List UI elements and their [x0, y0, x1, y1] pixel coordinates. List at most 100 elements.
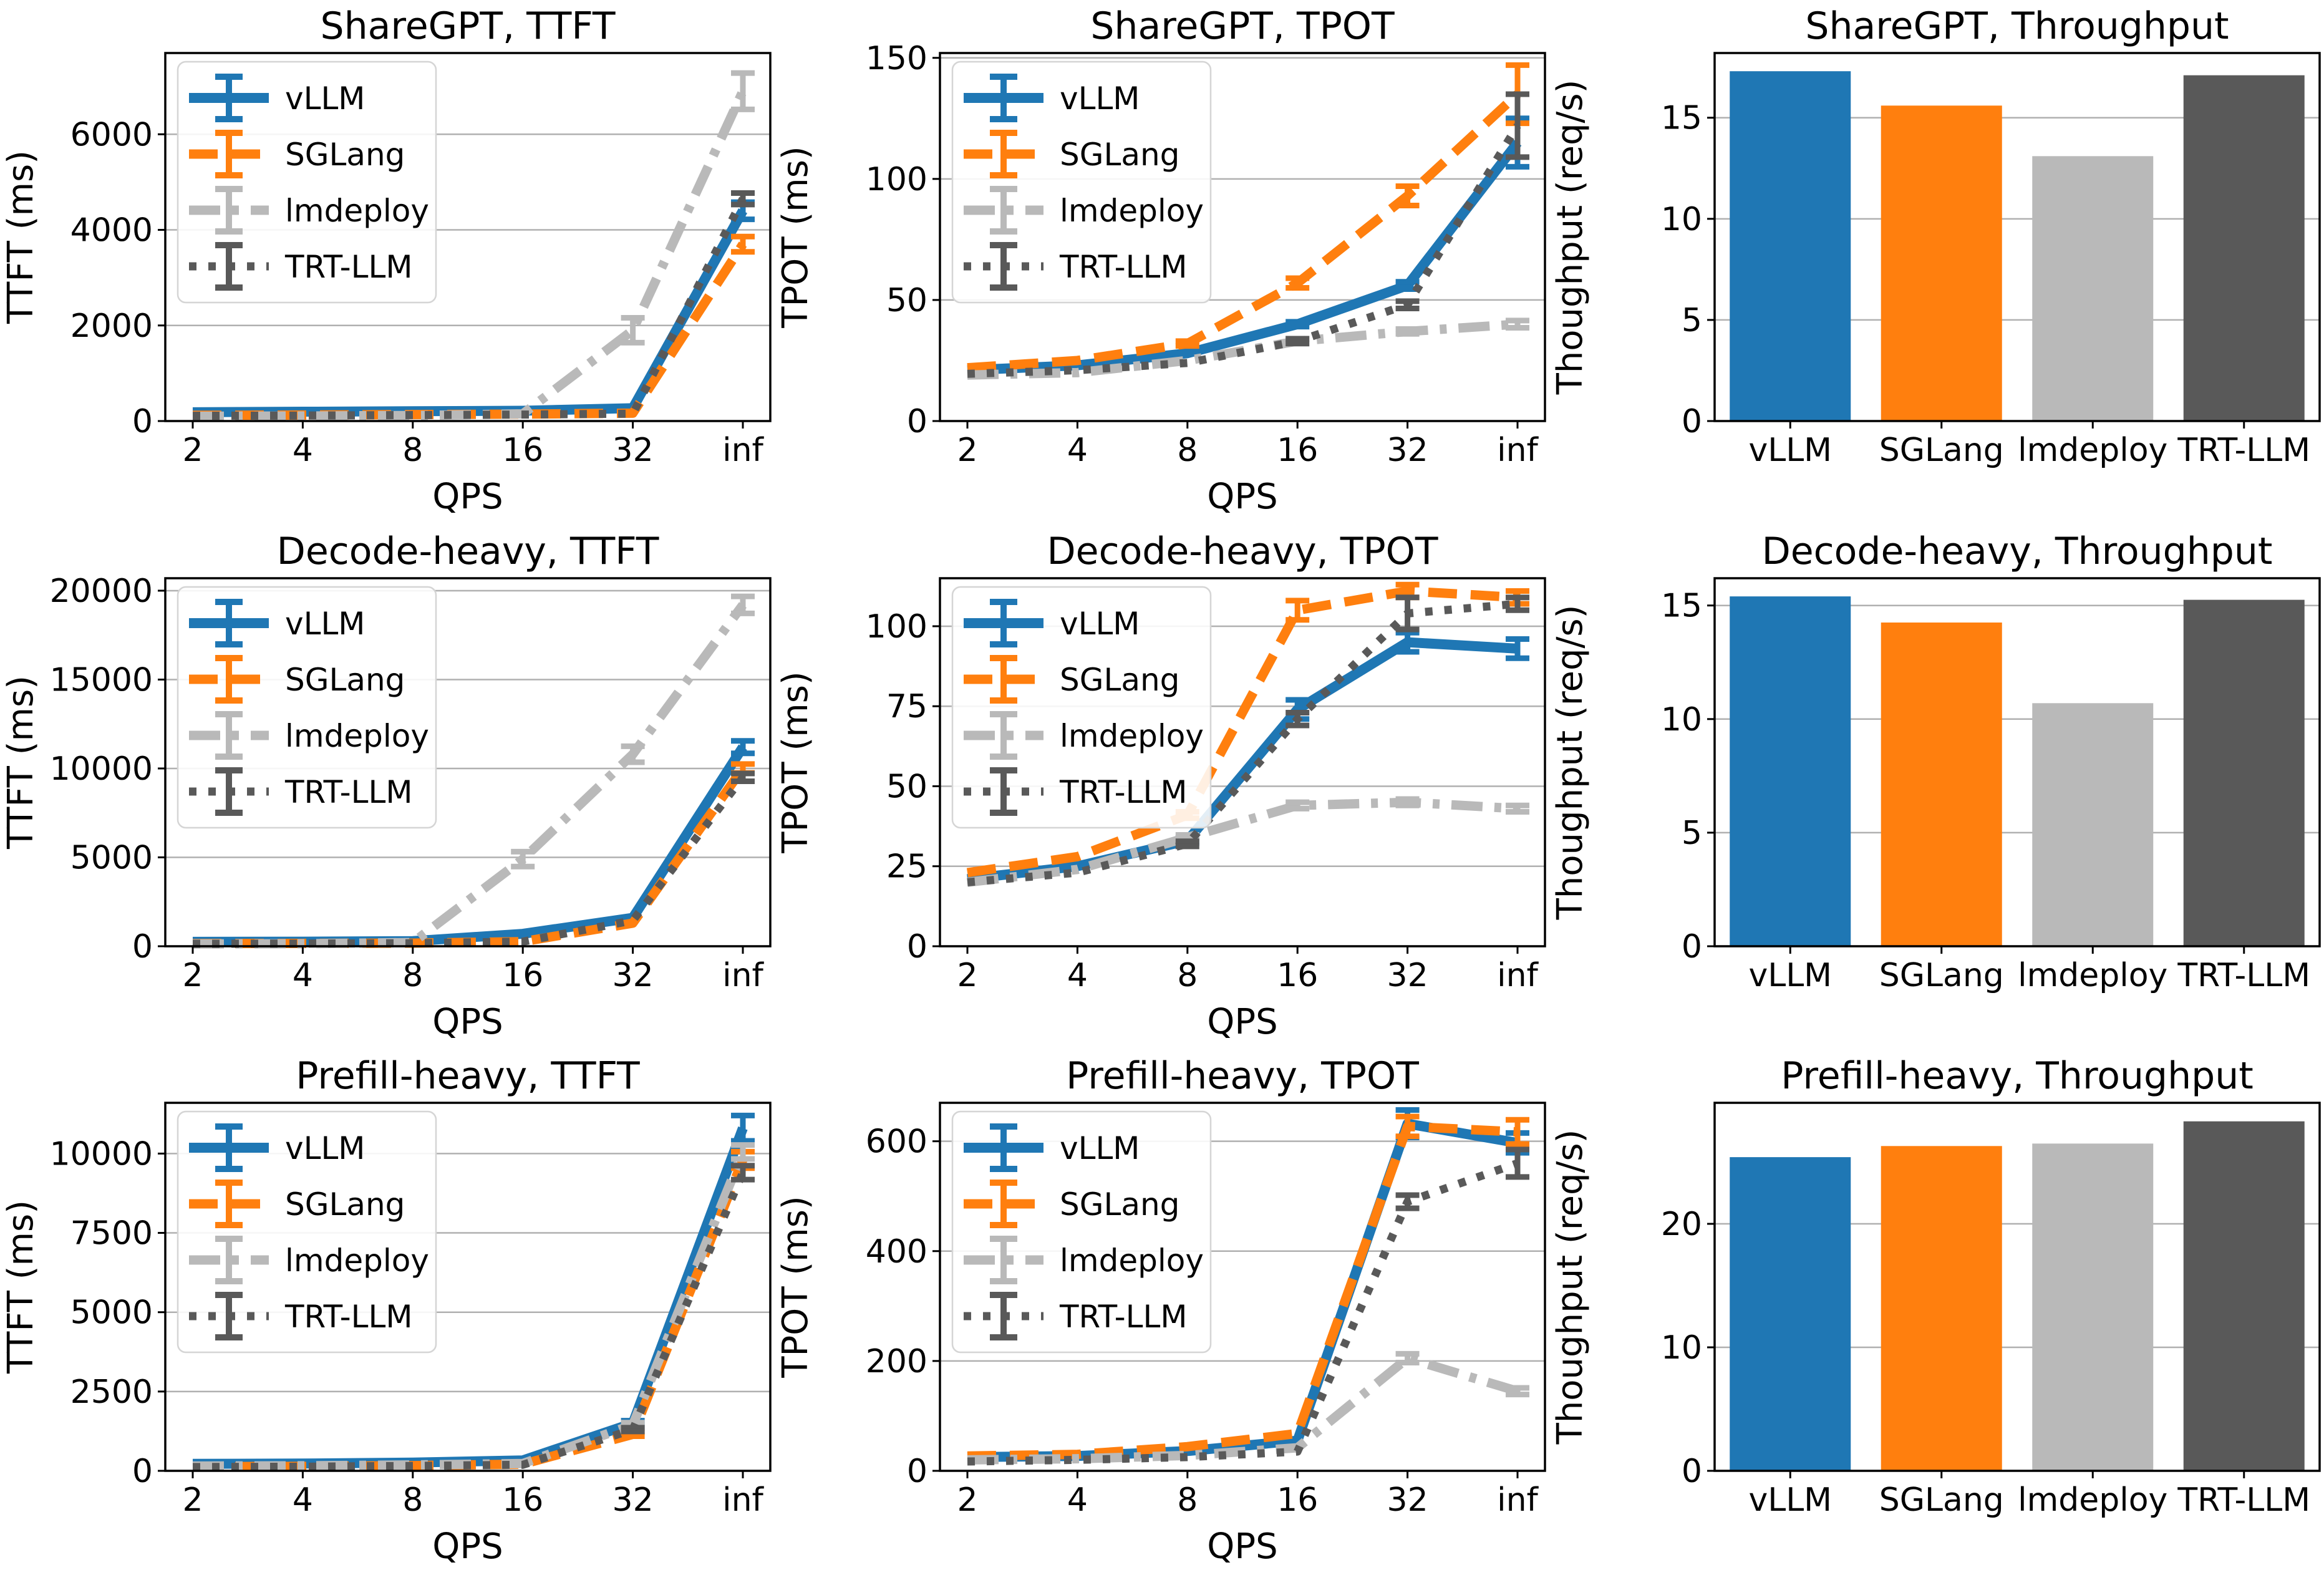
chart-decode-heavy-ttft: Decode-heavy, TTFT 0 5000 10000 15000 20000 2…: [0, 525, 775, 1050]
bar-TRT-LLM: [2183, 599, 2305, 946]
y-tick-label: 100: [866, 608, 927, 646]
x-tick-label: 4: [293, 957, 313, 994]
legend-label-SGLang: SGLang: [1060, 662, 1179, 698]
bar-TRT-LLM: [2183, 75, 2305, 421]
x-tick-label: inf: [722, 432, 764, 469]
x-tick-label: 8: [1177, 432, 1198, 469]
x-category-label-SGLang: SGLang: [1879, 1481, 2004, 1519]
y-tick-label: 15: [1661, 587, 1702, 624]
y-tick-label: 2000: [70, 308, 153, 345]
legend-label-vLLM: vLLM: [1060, 606, 1140, 642]
x-category-label-TRT-LLM: TRT-LLM: [2177, 1481, 2310, 1519]
chart-title: Prefill-heavy, TTFT: [296, 1054, 640, 1098]
bar-lmdeploy: [2032, 702, 2154, 946]
series-line-lmdeploy: [967, 797, 1518, 887]
bar-vLLM: [1730, 1157, 1851, 1471]
x-axis-label: QPS: [1207, 1002, 1277, 1042]
chart-canvas-sharegpt-ttft: 0 2000 4000 6000 2 4 8 16 32 inf QPS TTFT (ms) vLLM S…: [1, 52, 772, 517]
legend-label-SGLang: SGLang: [285, 662, 405, 698]
y-tick-label: 50: [886, 282, 927, 319]
chart-canvas-prefill-heavy-tpot: 0 200 400 600 2 4 8 16 32 inf QPS TPOT (ms) vLLM SGLa…: [775, 1102, 1546, 1567]
x-tick-label: 16: [502, 957, 543, 994]
legend-label-TRT-LLM: TRT-LLM: [284, 249, 413, 285]
y-tick-label: 75: [886, 688, 927, 725]
series-line-TRT-LLM: [192, 1171, 747, 1471]
y-tick-label: 10: [1661, 201, 1702, 238]
x-tick-label: 2: [182, 432, 203, 469]
y-tick-label: 0: [907, 928, 927, 966]
x-category-label-vLLM: vLLM: [1748, 1481, 1832, 1519]
y-tick-label: 0: [1682, 403, 1702, 440]
y-tick-label: 5000: [70, 1294, 153, 1332]
x-tick-label: 8: [402, 432, 423, 469]
series-line-SGLang: [967, 90, 1521, 373]
bar-SGLang: [1881, 1146, 2002, 1471]
y-tick-label: 10000: [50, 1136, 153, 1173]
legend-label-vLLM: vLLM: [285, 80, 365, 117]
x-tick-label: inf: [722, 957, 764, 994]
series-line-lmdeploy: [192, 601, 747, 949]
axes-border: [1713, 1102, 2321, 1473]
y-tick-label: 4000: [70, 212, 153, 250]
axes-border: [939, 1102, 1546, 1473]
x-tick-label: inf: [1497, 432, 1539, 469]
bar-vLLM: [1730, 596, 1851, 946]
bar-TRT-LLM: [2183, 1122, 2305, 1471]
y-tick-label: 0: [907, 403, 927, 440]
y-tick-label: 7500: [70, 1215, 153, 1253]
axes-border: [164, 1102, 772, 1473]
x-tick-label: 32: [612, 957, 654, 994]
x-category-label-SGLang: SGLang: [1879, 432, 2004, 469]
series-line-TRT-LLM: [967, 599, 1518, 886]
legend-label-vLLM: vLLM: [285, 606, 365, 642]
bar-lmdeploy: [2032, 1143, 2154, 1471]
axes-border: [164, 576, 772, 947]
chart-decode-heavy-throughput: Decode-heavy, Throughput 0 5 10 15 vLLM SGLan…: [1549, 525, 2324, 1050]
y-tick-label: 10: [1661, 1329, 1702, 1367]
axes-border: [1713, 576, 2321, 947]
x-category-label-lmdeploy: lmdeploy: [2018, 432, 2167, 469]
y-axis-label: TTFT (ms): [1, 1200, 41, 1374]
chart-prefill-heavy-tpot: Prefill-heavy, TPOT 0 200 400 600 2 4 8 16 32 inf…: [775, 1050, 1549, 1575]
x-tick-label: 4: [293, 432, 313, 469]
chart-canvas-decode-heavy-tpot: 0 25 50 75 100 2 4 8 16 32 inf QPS TPOT (ms) vLLM SGLa…: [775, 576, 1546, 1042]
x-category-label-TRT-LLM: TRT-LLM: [2177, 432, 2310, 469]
y-tick-label: 600: [866, 1123, 927, 1161]
y-axis-label: TPOT (ms): [775, 671, 816, 853]
y-axis-label: Thoughput (req/s): [1550, 604, 1590, 920]
chart-title: Decode-heavy, TPOT: [1047, 529, 1438, 573]
y-tick-label: 10: [1661, 700, 1702, 738]
axes-border: [939, 576, 1546, 947]
y-tick-label: 200: [866, 1343, 927, 1380]
x-tick-label: 2: [957, 957, 977, 994]
x-category-label-vLLM: vLLM: [1748, 957, 1832, 994]
legend-label-lmdeploy: lmdeploy: [285, 718, 429, 754]
legend-label-lmdeploy: lmdeploy: [1060, 718, 1204, 754]
bar-lmdeploy: [2032, 156, 2154, 422]
x-tick-label: inf: [722, 1481, 764, 1519]
chart-prefill-heavy-ttft: Prefill-heavy, TTFT 0 2500 5000 7500 10000 2 4…: [0, 1050, 775, 1575]
x-axis-label: QPS: [432, 1526, 503, 1567]
chart-title: ShareGPT, Throughput: [1805, 4, 2229, 48]
chart-title: Decode-heavy, Throughput: [1761, 529, 2273, 573]
chart-sharegpt-ttft: ShareGPT, TTFT 0 2000 4000 6000 2 4 8 16 32 inf QP…: [0, 0, 775, 525]
legend-label-TRT-LLM: TRT-LLM: [1059, 1299, 1188, 1335]
x-tick-label: 4: [1067, 432, 1088, 469]
legend-label-TRT-LLM: TRT-LLM: [1059, 774, 1188, 810]
axes-border: [1713, 52, 2321, 422]
y-tick-label: 0: [132, 928, 153, 966]
x-tick-label: 2: [957, 1481, 977, 1519]
series-line-TRT-LLM: [967, 124, 1521, 378]
y-tick-label: 0: [1682, 928, 1702, 966]
chart-sharegpt-throughput: ShareGPT, Throughput 0 5 10 15 vLLM SGLang lmd…: [1549, 0, 2324, 525]
series-line-TRT-LLM: [967, 1160, 1519, 1466]
bar-SGLang: [1881, 105, 2002, 422]
series-line-TRT-LLM: [192, 774, 747, 948]
x-tick-label: 8: [1177, 957, 1198, 994]
chart-decode-heavy-tpot: Decode-heavy, TPOT 0 25 50 75 100 2 4 8 16 32 inf Q…: [775, 525, 1549, 1050]
y-tick-label: 20: [1661, 1206, 1702, 1243]
y-axis-label: Thoughput (req/s): [1550, 80, 1590, 395]
chart-title: Prefill-heavy, TPOT: [1066, 1054, 1419, 1098]
legend-label-lmdeploy: lmdeploy: [1060, 1243, 1204, 1279]
